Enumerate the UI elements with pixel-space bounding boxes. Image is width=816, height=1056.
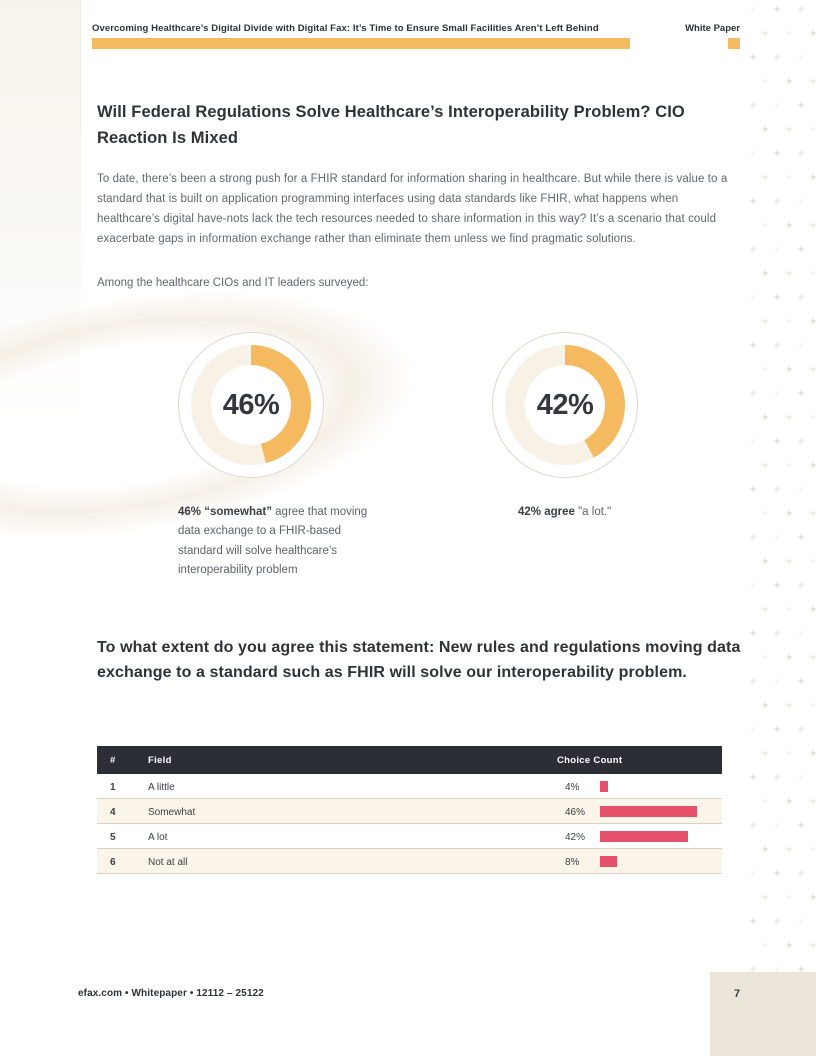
- donut-chart-somewhat: 46%: [178, 332, 324, 478]
- table-body: 1 A little 4% 4 Somewhat 46% 5 A lot 42% 6 Not at …: [97, 774, 722, 874]
- row-percent: 8%: [565, 857, 580, 868]
- donut-hole: 42%: [525, 365, 605, 445]
- document-type-label: White Paper: [685, 23, 740, 34]
- row-bar: [600, 856, 617, 867]
- column-header-choice-count: Choice Count: [557, 755, 623, 766]
- section-heading: Will Federal Regulations Solve Healthcar…: [97, 103, 685, 147]
- row-number: 1: [110, 782, 116, 793]
- caption-bold-text: 42% agree: [518, 506, 575, 518]
- row-percent: 4%: [565, 782, 580, 793]
- row-bar: [600, 781, 609, 792]
- table-row: 1 A little 4%: [97, 774, 722, 799]
- document-header-title: Overcoming Healthcare’s Digital Divide w…: [92, 23, 599, 34]
- column-header-number: #: [110, 755, 116, 766]
- donut-caption-a-lot: 42% agree "a lot.": [518, 503, 738, 522]
- body-paragraph: To date, there’s been a strong push for …: [97, 173, 728, 245]
- page-number-box: 7: [710, 972, 816, 1056]
- header-accent-square: [728, 38, 740, 49]
- table-row: 5 A lot 42%: [97, 824, 722, 849]
- caption-regular-text: "a lot.": [574, 506, 612, 518]
- table-row: 4 Somewhat 46%: [97, 799, 722, 824]
- donut-value-label: 46%: [222, 388, 280, 421]
- row-field: A lot: [148, 832, 168, 843]
- decorative-plus-pattern: + + + + + + + + + + + + + + + + + + + + + + + + + + + + + + + + + + + + + + + +…: [750, 4, 816, 1048]
- row-field: A little: [148, 782, 175, 793]
- caption-bold-text: 46% “somewhat”: [178, 506, 272, 518]
- row-bar: [600, 831, 689, 842]
- donut-value-label: 42%: [536, 388, 594, 421]
- row-number: 4: [110, 807, 116, 818]
- page-number: 7: [734, 988, 741, 1000]
- column-header-field: Field: [148, 755, 172, 766]
- header-accent-bar: [92, 38, 630, 49]
- footer-text: efax.com • Whitepaper • 12112 – 25122: [78, 988, 264, 999]
- row-bar: [600, 806, 697, 817]
- lead-in-text: Among the healthcare CIOs and IT leaders…: [97, 277, 369, 289]
- table-row: 6 Not at all 8%: [97, 849, 722, 874]
- row-percent: 42%: [565, 832, 586, 843]
- row-number: 5: [110, 832, 116, 843]
- survey-question: To what extent do you agree this stateme…: [97, 639, 741, 682]
- donut-ring: 46%: [191, 345, 311, 465]
- row-percent: 46%: [565, 807, 586, 818]
- donut-chart-a-lot: 42%: [492, 332, 638, 478]
- decorative-left-edge-line: [80, 0, 81, 360]
- survey-results-table: # Field Choice Count 1 A little 4% 4 Somewha…: [97, 746, 722, 874]
- donut-hole: 46%: [211, 365, 291, 445]
- caption-regular-text: agree that moving data exchange to a FHI…: [178, 506, 368, 576]
- donut-caption-somewhat: 46% “somewhat” agree that moving data ex…: [178, 503, 378, 580]
- row-field: Not at all: [148, 857, 188, 868]
- row-field: Somewhat: [148, 807, 196, 818]
- table-header: # Field Choice Count: [97, 746, 722, 774]
- donut-ring: 42%: [505, 345, 625, 465]
- row-number: 6: [110, 857, 116, 868]
